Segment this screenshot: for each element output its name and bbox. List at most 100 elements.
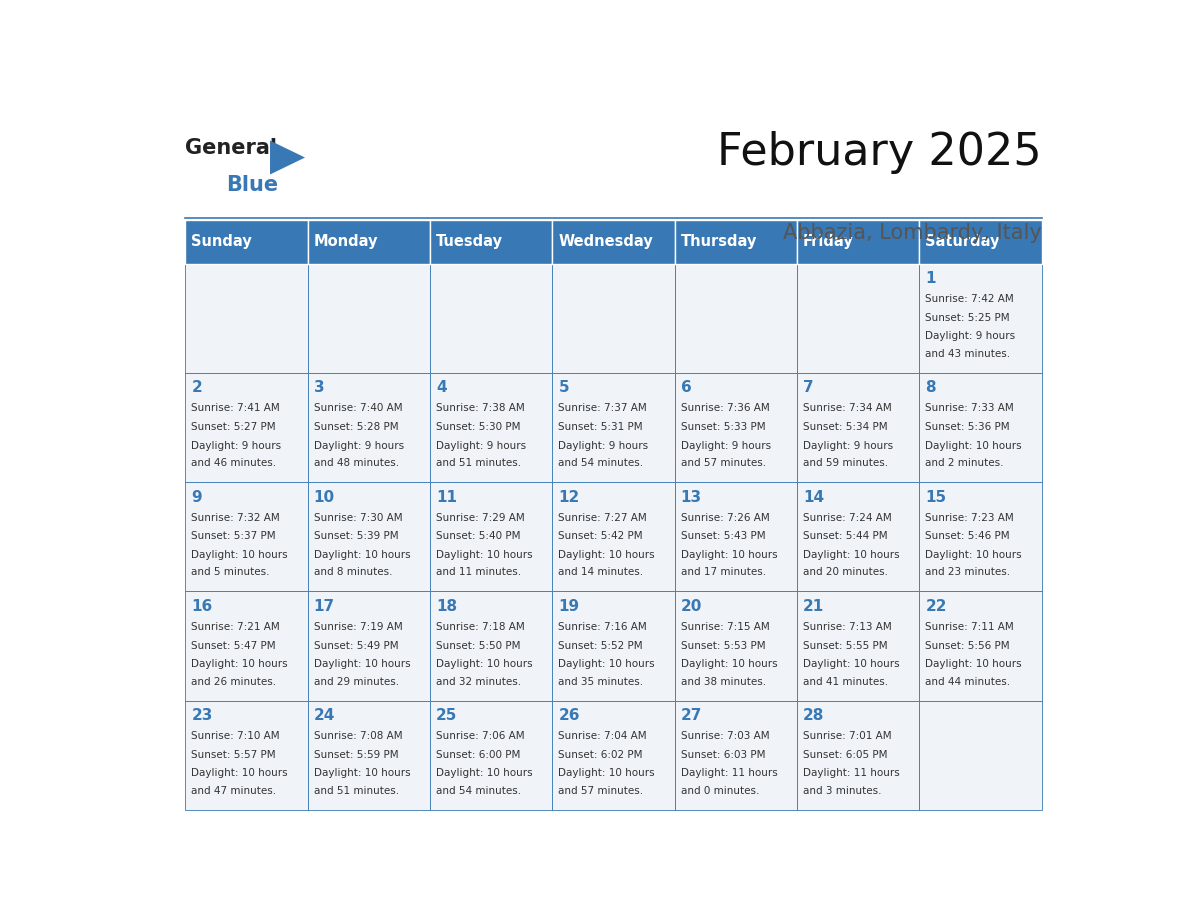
FancyBboxPatch shape (552, 482, 675, 591)
Text: Sunset: 6:02 PM: Sunset: 6:02 PM (558, 750, 643, 760)
Text: Sunrise: 7:04 AM: Sunrise: 7:04 AM (558, 732, 647, 741)
Text: Daylight: 10 hours: Daylight: 10 hours (925, 441, 1022, 451)
Text: Sunrise: 7:42 AM: Sunrise: 7:42 AM (925, 294, 1015, 304)
Text: Sunrise: 7:16 AM: Sunrise: 7:16 AM (558, 622, 647, 632)
Text: 23: 23 (191, 709, 213, 723)
FancyBboxPatch shape (797, 591, 920, 700)
FancyBboxPatch shape (552, 591, 675, 700)
Text: and 51 minutes.: and 51 minutes. (436, 458, 522, 468)
Text: Sunrise: 7:23 AM: Sunrise: 7:23 AM (925, 513, 1015, 522)
FancyBboxPatch shape (552, 263, 675, 373)
Text: and 41 minutes.: and 41 minutes. (803, 677, 889, 687)
FancyBboxPatch shape (675, 591, 797, 700)
Text: and 3 minutes.: and 3 minutes. (803, 786, 881, 796)
FancyBboxPatch shape (430, 482, 552, 591)
Text: Daylight: 9 hours: Daylight: 9 hours (803, 441, 893, 451)
Text: Sunset: 6:00 PM: Sunset: 6:00 PM (436, 750, 520, 760)
FancyBboxPatch shape (308, 263, 430, 373)
Text: Sunrise: 7:24 AM: Sunrise: 7:24 AM (803, 513, 892, 522)
Text: and 14 minutes.: and 14 minutes. (558, 567, 644, 577)
Text: 17: 17 (314, 599, 335, 614)
Text: 26: 26 (558, 709, 580, 723)
Text: Sunset: 5:44 PM: Sunset: 5:44 PM (803, 532, 887, 542)
FancyBboxPatch shape (920, 591, 1042, 700)
Text: Sunrise: 7:36 AM: Sunrise: 7:36 AM (681, 403, 770, 413)
Text: Sunrise: 7:40 AM: Sunrise: 7:40 AM (314, 403, 403, 413)
Text: Sunset: 5:53 PM: Sunset: 5:53 PM (681, 641, 765, 651)
Text: Sunset: 5:47 PM: Sunset: 5:47 PM (191, 641, 276, 651)
Text: Daylight: 10 hours: Daylight: 10 hours (436, 768, 532, 778)
Text: and 0 minutes.: and 0 minutes. (681, 786, 759, 796)
Text: Sunset: 5:36 PM: Sunset: 5:36 PM (925, 422, 1010, 432)
Text: and 35 minutes.: and 35 minutes. (558, 677, 644, 687)
FancyBboxPatch shape (552, 219, 675, 263)
FancyBboxPatch shape (552, 700, 675, 810)
FancyBboxPatch shape (308, 219, 430, 263)
Text: and 47 minutes.: and 47 minutes. (191, 786, 277, 796)
FancyBboxPatch shape (552, 373, 675, 482)
FancyBboxPatch shape (675, 700, 797, 810)
Text: and 44 minutes.: and 44 minutes. (925, 677, 1011, 687)
Text: Friday: Friday (803, 234, 854, 249)
Text: and 43 minutes.: and 43 minutes. (925, 349, 1011, 359)
Text: Sunrise: 7:26 AM: Sunrise: 7:26 AM (681, 513, 770, 522)
Text: and 59 minutes.: and 59 minutes. (803, 458, 889, 468)
Text: Daylight: 11 hours: Daylight: 11 hours (681, 768, 777, 778)
Text: Daylight: 10 hours: Daylight: 10 hours (191, 659, 287, 669)
Text: Daylight: 10 hours: Daylight: 10 hours (314, 550, 410, 560)
Text: Daylight: 10 hours: Daylight: 10 hours (436, 550, 532, 560)
FancyBboxPatch shape (185, 373, 308, 482)
FancyBboxPatch shape (675, 373, 797, 482)
FancyBboxPatch shape (185, 700, 308, 810)
Text: Daylight: 9 hours: Daylight: 9 hours (436, 441, 526, 451)
Text: and 51 minutes.: and 51 minutes. (314, 786, 399, 796)
FancyBboxPatch shape (308, 700, 430, 810)
Text: Sunrise: 7:33 AM: Sunrise: 7:33 AM (925, 403, 1015, 413)
Text: and 48 minutes.: and 48 minutes. (314, 458, 399, 468)
Text: Daylight: 10 hours: Daylight: 10 hours (558, 659, 655, 669)
Text: Daylight: 10 hours: Daylight: 10 hours (558, 550, 655, 560)
Text: 25: 25 (436, 709, 457, 723)
Text: 11: 11 (436, 490, 457, 505)
Text: Daylight: 10 hours: Daylight: 10 hours (925, 659, 1022, 669)
FancyBboxPatch shape (308, 482, 430, 591)
Text: 22: 22 (925, 599, 947, 614)
Text: Daylight: 10 hours: Daylight: 10 hours (803, 659, 899, 669)
Text: Abbazia, Lombardy, Italy: Abbazia, Lombardy, Italy (783, 223, 1042, 243)
Text: Sunset: 5:31 PM: Sunset: 5:31 PM (558, 422, 643, 432)
Text: and 20 minutes.: and 20 minutes. (803, 567, 889, 577)
Text: 2: 2 (191, 380, 202, 396)
Text: 9: 9 (191, 490, 202, 505)
FancyBboxPatch shape (797, 263, 920, 373)
Text: Sunrise: 7:34 AM: Sunrise: 7:34 AM (803, 403, 892, 413)
Text: Sunrise: 7:37 AM: Sunrise: 7:37 AM (558, 403, 647, 413)
Text: and 5 minutes.: and 5 minutes. (191, 567, 270, 577)
Text: Sunrise: 7:18 AM: Sunrise: 7:18 AM (436, 622, 525, 632)
Text: Sunday: Sunday (191, 234, 252, 249)
FancyBboxPatch shape (185, 482, 308, 591)
Text: Sunset: 5:42 PM: Sunset: 5:42 PM (558, 532, 643, 542)
Text: Sunset: 5:50 PM: Sunset: 5:50 PM (436, 641, 520, 651)
Text: Sunset: 5:27 PM: Sunset: 5:27 PM (191, 422, 276, 432)
Text: Sunrise: 7:41 AM: Sunrise: 7:41 AM (191, 403, 280, 413)
Text: Daylight: 9 hours: Daylight: 9 hours (191, 441, 282, 451)
FancyBboxPatch shape (920, 482, 1042, 591)
FancyBboxPatch shape (675, 482, 797, 591)
Text: Saturday: Saturday (925, 234, 1000, 249)
Text: and 26 minutes.: and 26 minutes. (191, 677, 277, 687)
Text: Daylight: 10 hours: Daylight: 10 hours (191, 550, 287, 560)
Text: Sunset: 5:55 PM: Sunset: 5:55 PM (803, 641, 887, 651)
Text: Daylight: 9 hours: Daylight: 9 hours (558, 441, 649, 451)
Text: Sunrise: 7:19 AM: Sunrise: 7:19 AM (314, 622, 403, 632)
FancyBboxPatch shape (430, 591, 552, 700)
Text: 10: 10 (314, 490, 335, 505)
Text: Daylight: 10 hours: Daylight: 10 hours (436, 659, 532, 669)
Text: Daylight: 10 hours: Daylight: 10 hours (803, 550, 899, 560)
Text: Sunrise: 7:11 AM: Sunrise: 7:11 AM (925, 622, 1015, 632)
Text: Monday: Monday (314, 234, 378, 249)
Text: Daylight: 10 hours: Daylight: 10 hours (558, 768, 655, 778)
Text: Sunset: 5:56 PM: Sunset: 5:56 PM (925, 641, 1010, 651)
FancyBboxPatch shape (920, 373, 1042, 482)
Text: Sunrise: 7:13 AM: Sunrise: 7:13 AM (803, 622, 892, 632)
FancyBboxPatch shape (797, 482, 920, 591)
